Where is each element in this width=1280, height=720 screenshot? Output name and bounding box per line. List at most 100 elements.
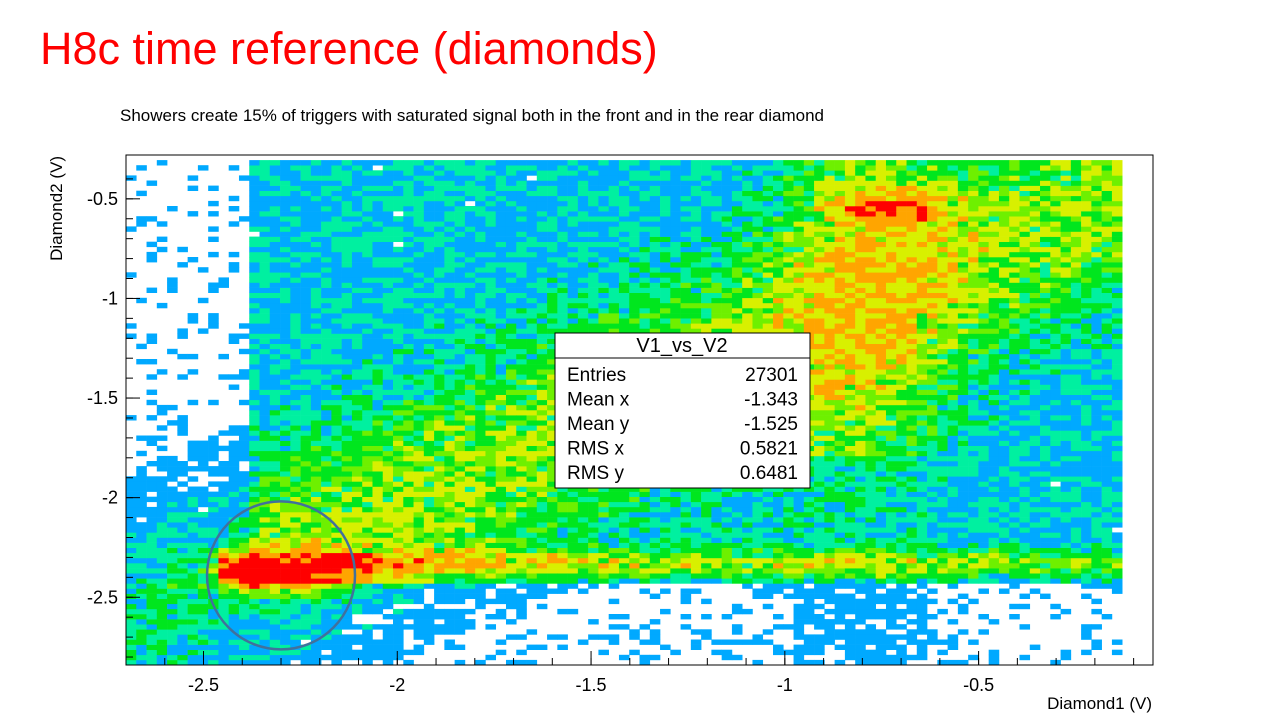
heatmap-cell — [228, 537, 240, 543]
heatmap-cell — [701, 165, 712, 171]
heatmap-cell — [321, 506, 332, 513]
heatmap-cell — [464, 231, 476, 237]
heatmap-cell — [557, 583, 568, 589]
heatmap-cell — [639, 251, 651, 258]
heatmap-cell — [423, 399, 435, 406]
heatmap-cell — [310, 389, 322, 395]
heatmap-cell — [454, 471, 466, 477]
heatmap-cell — [259, 221, 271, 227]
heatmap-cell — [598, 537, 609, 543]
heatmap-cell — [547, 399, 558, 406]
heatmap-cell — [505, 557, 517, 564]
heatmap-cell — [618, 552, 630, 559]
heatmap-cell — [464, 389, 476, 395]
heatmap-cell — [310, 659, 322, 666]
heatmap-cell — [413, 634, 425, 640]
heatmap-cell — [485, 578, 497, 584]
heatmap-cell — [208, 583, 219, 589]
heatmap-cell — [341, 292, 353, 299]
heatmap-cell — [156, 532, 168, 538]
heatmap-cell — [475, 175, 486, 181]
heatmap-cell — [259, 206, 271, 212]
heatmap-cell — [321, 435, 332, 441]
heatmap-cell — [372, 608, 384, 615]
heatmap-cell — [516, 440, 527, 446]
heatmap-cell — [711, 318, 722, 324]
heatmap-cell — [557, 308, 568, 314]
heatmap-cell — [300, 542, 312, 548]
heatmap-cell — [341, 481, 353, 487]
heatmap-cell — [516, 394, 527, 401]
heatmap-cell — [341, 430, 353, 436]
heatmap-cell — [167, 455, 178, 462]
heatmap-cell — [547, 471, 558, 477]
heatmap-cell — [680, 262, 692, 268]
heatmap-cell — [300, 353, 312, 360]
heatmap-cell — [321, 476, 332, 482]
heatmap-cell — [475, 180, 486, 186]
heatmap-cell — [475, 308, 486, 314]
heatmap-cell — [341, 262, 353, 268]
heatmap-cell — [618, 160, 630, 166]
heatmap-cell — [536, 200, 548, 207]
heatmap-cell — [331, 369, 342, 375]
heatmap-cell — [249, 430, 260, 436]
heatmap-cell — [351, 272, 363, 278]
heatmap-cell — [742, 583, 753, 589]
heatmap-cell — [711, 211, 722, 217]
heatmap-cell — [618, 195, 630, 202]
heatmap-cell — [475, 328, 486, 334]
heatmap-cell — [228, 195, 240, 202]
heatmap-cell — [629, 216, 640, 222]
heatmap-cell — [187, 491, 199, 497]
heatmap-cell — [649, 257, 661, 263]
heatmap-cell — [629, 573, 640, 579]
heatmap-cell — [485, 343, 497, 350]
heatmap-cell — [280, 369, 291, 375]
heatmap-cell — [413, 190, 425, 197]
heatmap-cell — [331, 593, 342, 599]
heatmap-cell — [382, 374, 394, 380]
heatmap-cell — [372, 568, 384, 574]
heatmap-cell — [146, 517, 158, 523]
heatmap-cell — [269, 654, 281, 661]
heatmap-cell — [331, 364, 342, 370]
heatmap-cell — [423, 364, 435, 370]
heatmap-cell — [649, 512, 661, 518]
heatmap-cell — [413, 466, 425, 472]
heatmap-cell — [310, 619, 322, 625]
heatmap-cell — [393, 639, 404, 645]
heatmap-cell — [197, 603, 209, 610]
heatmap-cell — [208, 318, 219, 324]
heatmap-cell — [208, 527, 219, 533]
heatmap-cell — [711, 542, 722, 548]
heatmap-cell — [310, 221, 322, 227]
heatmap-cell — [218, 445, 229, 452]
heatmap-cell — [475, 231, 486, 237]
heatmap-cell — [423, 603, 435, 610]
heatmap-cell — [393, 644, 404, 650]
heatmap-cell — [495, 506, 507, 513]
heatmap-cell — [249, 170, 260, 176]
heatmap-cell — [218, 542, 229, 548]
heatmap-cell — [536, 455, 548, 462]
heatmap-cell — [649, 221, 661, 227]
heatmap-cell — [341, 404, 353, 411]
heatmap-cell — [156, 466, 168, 472]
heatmap-cell — [721, 512, 733, 518]
heatmap-cell — [341, 440, 353, 446]
heatmap-cell — [434, 165, 445, 171]
heatmap-cell — [208, 654, 219, 661]
heatmap-cell — [464, 593, 476, 599]
heatmap-cell — [721, 517, 733, 523]
heatmap-cell — [505, 430, 517, 436]
heatmap-cell — [126, 226, 137, 232]
heatmap-cell — [208, 185, 219, 191]
heatmap-cell — [690, 262, 702, 268]
heatmap-cell — [464, 160, 476, 166]
heatmap-cell — [331, 216, 342, 222]
heatmap-cell — [351, 486, 363, 492]
heatmap-cell — [310, 608, 322, 615]
heatmap-cell — [454, 216, 466, 222]
heatmap-cell — [146, 512, 158, 518]
